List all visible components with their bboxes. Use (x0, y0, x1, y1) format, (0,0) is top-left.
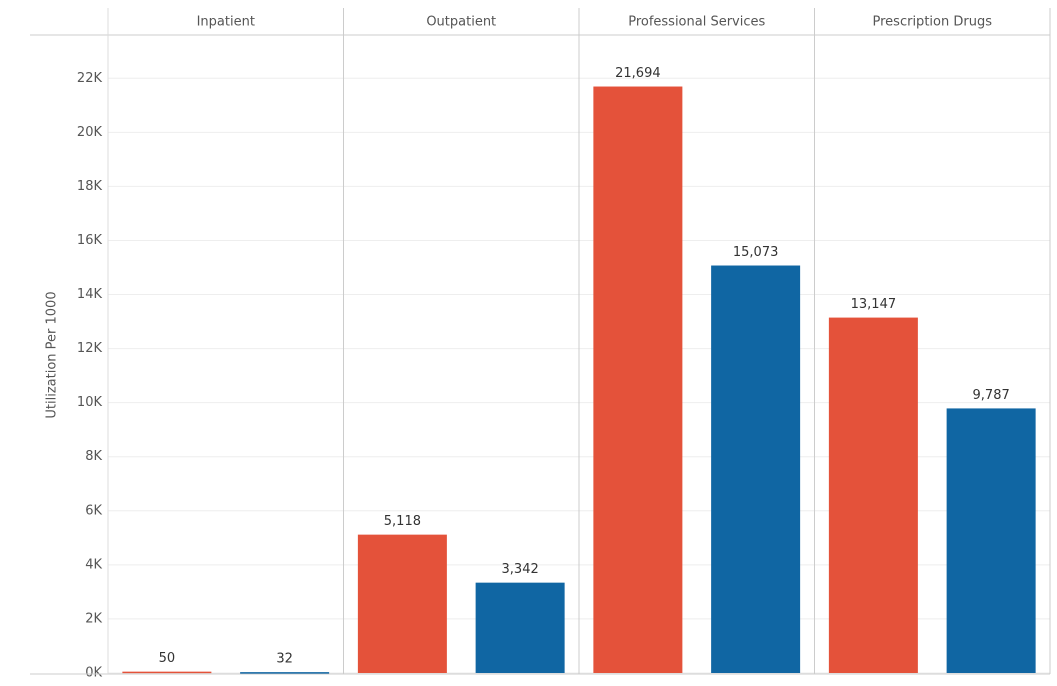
panel-header: Professional Services (628, 15, 765, 30)
value-label: 32 (276, 652, 293, 667)
y-tick-label: 8K (85, 449, 102, 464)
y-tick-label: 20K (77, 125, 103, 140)
y-tick-label: 4K (85, 557, 102, 572)
y-tick-label: 16K (77, 233, 103, 248)
bar (357, 534, 447, 673)
y-tick-label: 10K (77, 395, 103, 410)
y-tick-label: 18K (77, 179, 103, 194)
y-tick-label: 14K (77, 287, 103, 302)
bar (240, 672, 330, 674)
y-axis-label: Utilization Per 1000 (45, 291, 60, 418)
value-label: 50 (159, 651, 176, 666)
value-label: 21,694 (615, 66, 661, 81)
value-label: 9,787 (973, 388, 1010, 403)
y-tick-label: 22K (77, 71, 103, 86)
panel-header: Inpatient (197, 15, 255, 30)
y-tick-label: 12K (77, 341, 103, 356)
bar (122, 671, 212, 674)
value-label: 5,118 (384, 514, 421, 529)
bar (946, 408, 1036, 673)
panel-header: Prescription Drugs (873, 15, 993, 30)
value-label: 13,147 (851, 297, 897, 312)
value-label: 15,073 (733, 245, 779, 260)
bar (828, 317, 918, 673)
panel-header: Outpatient (426, 15, 496, 30)
bar (711, 265, 801, 673)
value-label: 3,342 (502, 562, 539, 577)
bar (475, 582, 565, 673)
bar (593, 86, 683, 673)
y-tick-label: 2K (85, 611, 102, 626)
y-tick-label: 6K (85, 503, 102, 518)
y-tick-label: 0K (85, 666, 102, 681)
